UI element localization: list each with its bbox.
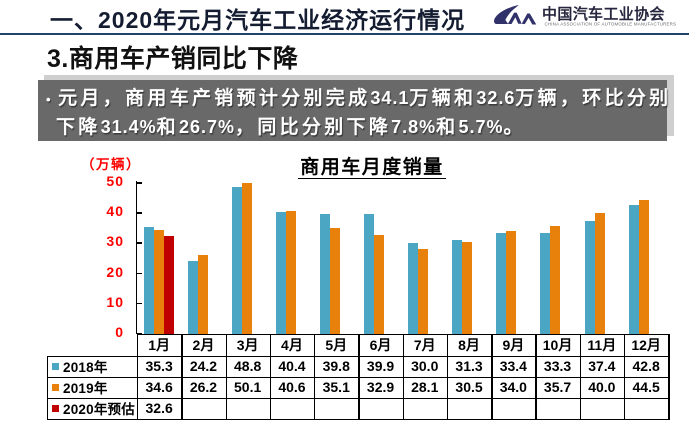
svg-text:CHINA ASSOCIATION OF AUTOMOBIL: CHINA ASSOCIATION OF AUTOMOBILE MANUFACT…: [545, 22, 677, 27]
svg-text:中国汽车工业协会: 中国汽车工业协会: [542, 5, 665, 23]
